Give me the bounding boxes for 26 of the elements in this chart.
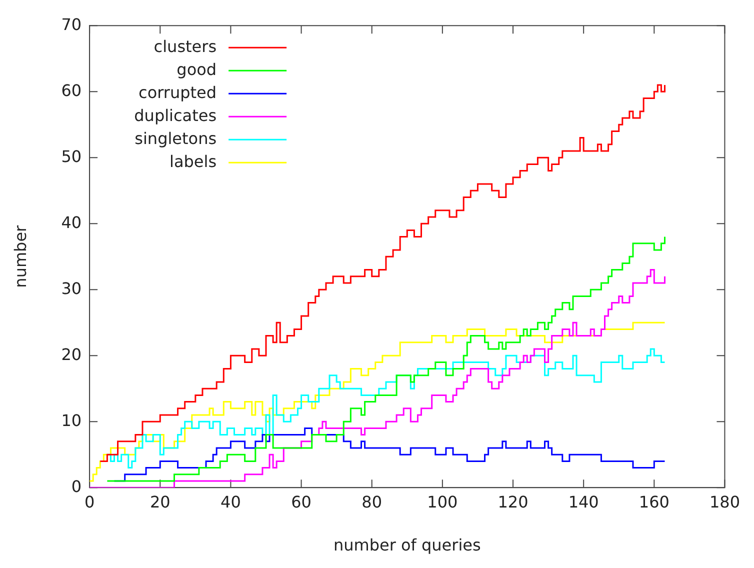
x-tick-label: 80 [362, 492, 382, 512]
x-tick-label: 100 [427, 492, 458, 512]
legend-label: singletons [134, 128, 217, 148]
x-tick-label: 60 [291, 492, 312, 512]
legend-label: labels [170, 152, 217, 171]
y-tick-label: 10 [61, 410, 82, 430]
y-axis-title: number [10, 224, 30, 288]
x-tick-label: 160 [638, 492, 670, 512]
y-tick-label: 40 [61, 212, 82, 232]
y-tick-label: 50 [61, 146, 82, 166]
x-axis-title: number of queries [333, 536, 481, 555]
x-tick-label: 20 [150, 492, 170, 512]
legend-label: clusters [154, 36, 217, 56]
y-tick-label: 30 [61, 278, 82, 298]
x-tick-label: 140 [568, 492, 599, 512]
x-tick-label: 180 [709, 492, 740, 512]
legend-label: good [176, 60, 217, 79]
x-tick-label: 40 [220, 492, 241, 512]
y-tick-label: 70 [61, 14, 82, 34]
legend-label: corrupted [138, 82, 217, 102]
y-tick-label: 60 [61, 80, 82, 100]
x-tick-label: 120 [498, 492, 528, 512]
x-tick-label: 0 [84, 492, 95, 512]
legend-label: duplicates [134, 106, 217, 125]
y-tick-label: 20 [61, 344, 82, 364]
y-tick-label: 0 [71, 476, 82, 496]
